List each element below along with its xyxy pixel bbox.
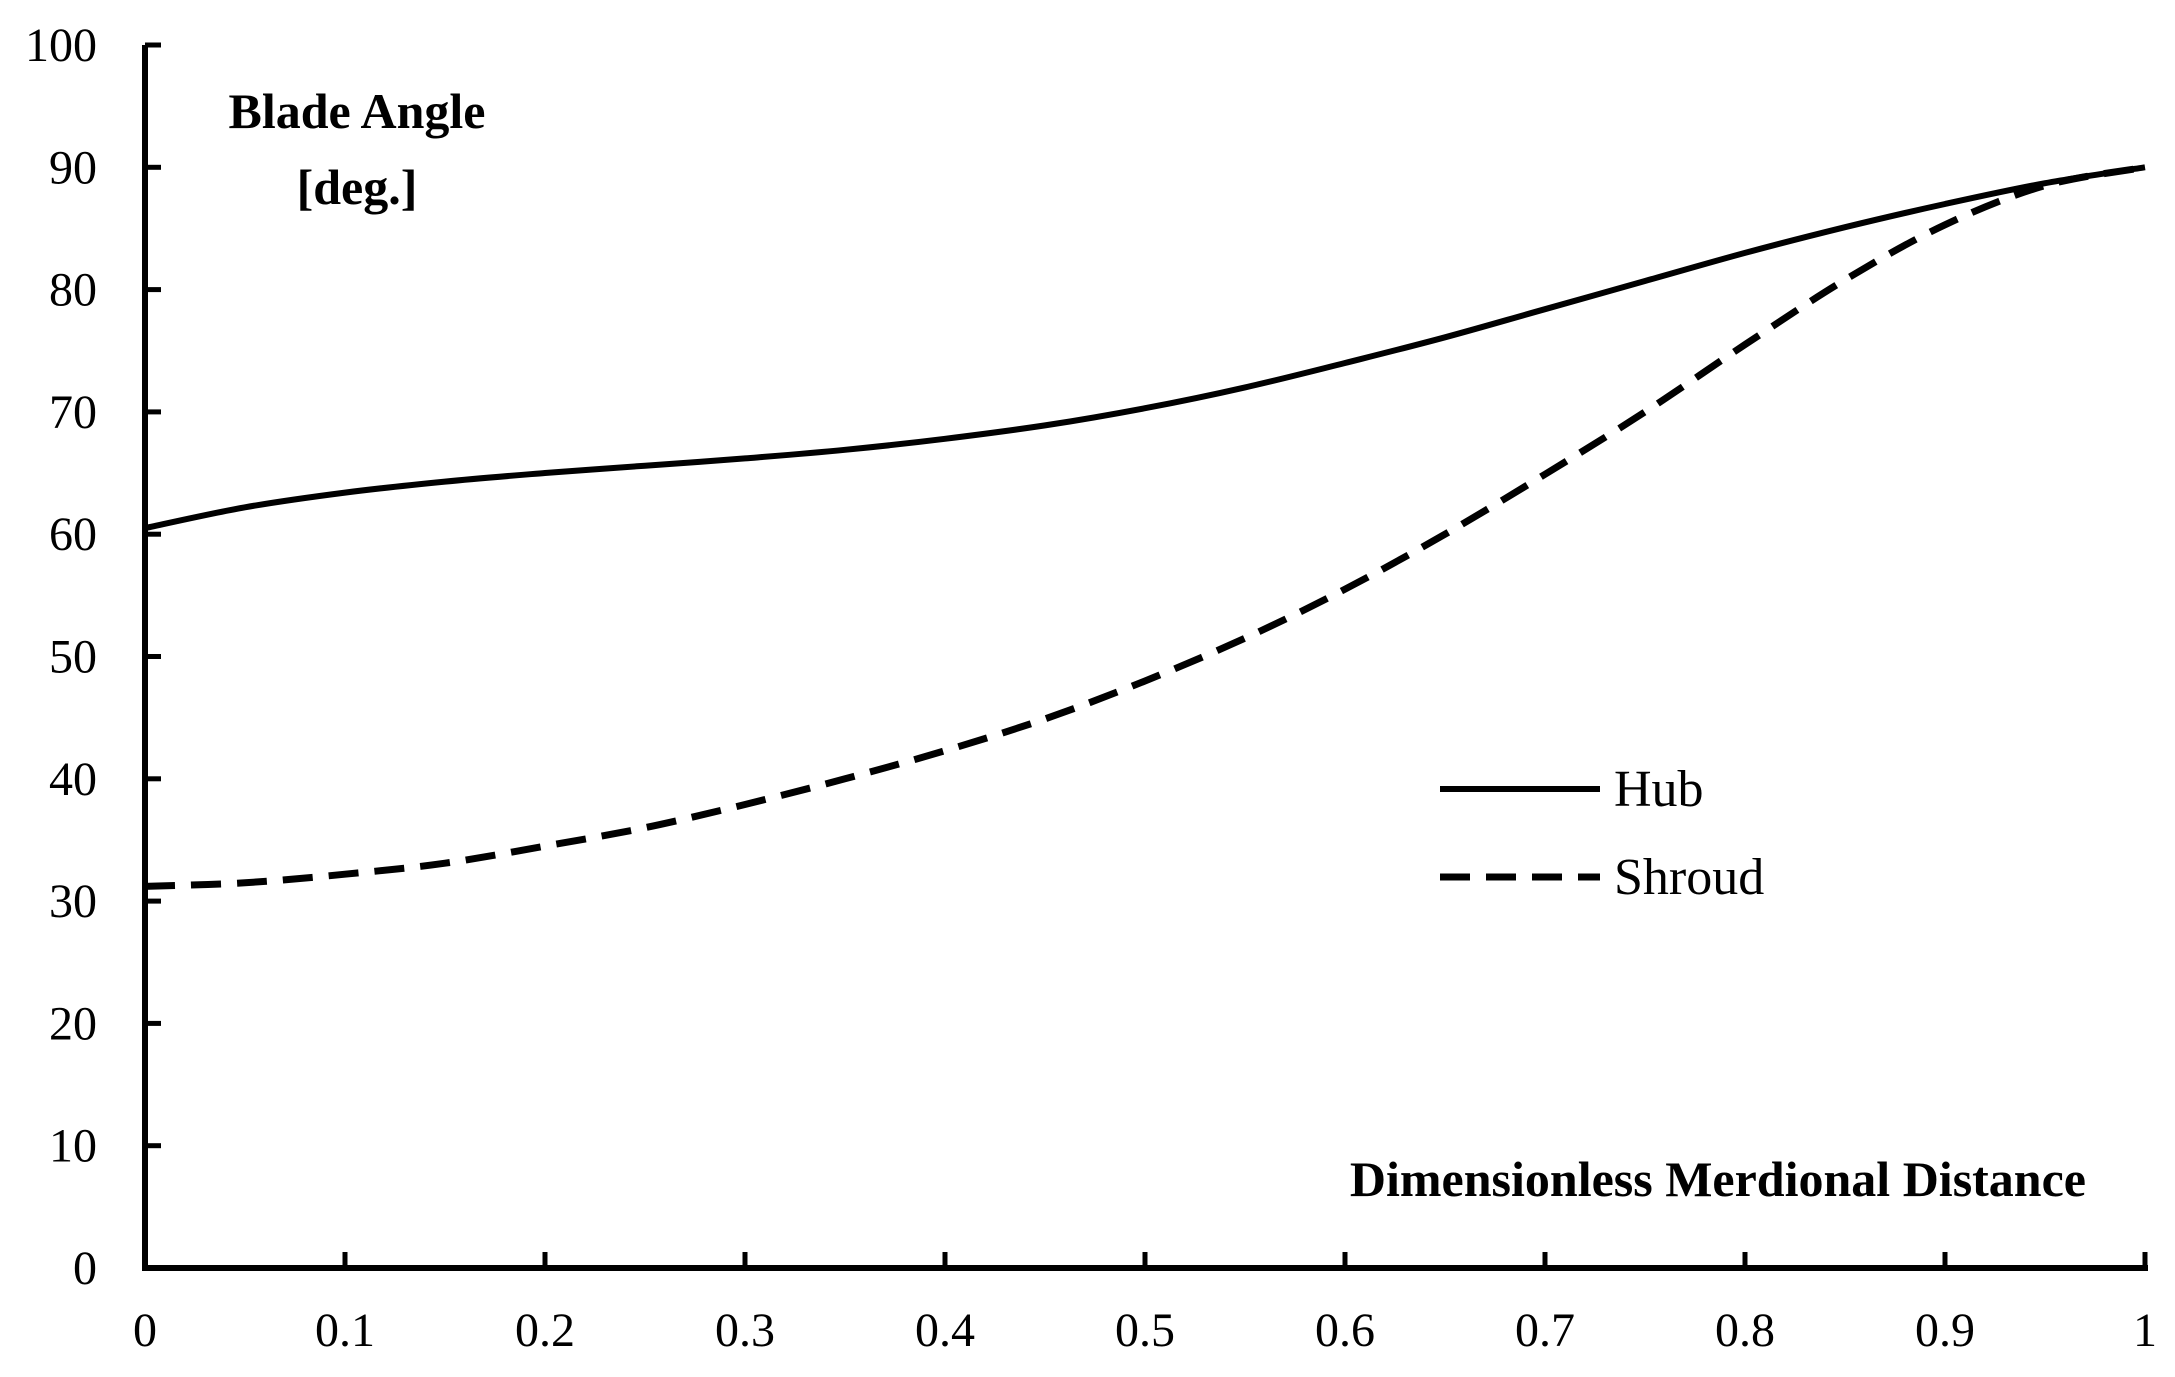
legend-shroud-label: Shroud xyxy=(1614,849,1764,906)
y-tick-label: 60 xyxy=(49,508,97,561)
y-tick-label: 80 xyxy=(49,264,97,317)
y-tick-label: 0 xyxy=(73,1242,97,1295)
y-tick-label: 90 xyxy=(49,141,97,194)
x-tick-label: 0.9 xyxy=(1915,1304,1975,1357)
y-axis-title-line2: [deg.] xyxy=(297,159,418,215)
y-tick-label: 50 xyxy=(49,631,97,684)
y-tick-label: 40 xyxy=(49,753,97,806)
x-tick-label: 0.6 xyxy=(1315,1304,1375,1357)
legend: Hub Shroud xyxy=(1440,761,1764,906)
tick-labels: 0 10 20 30 40 50 60 70 80 90 100 0 0.1 0.2 0.3 0.4 0.5 0.… xyxy=(25,19,2157,1357)
x-tick-label: 0.7 xyxy=(1515,1304,1575,1357)
x-tick-label: 0 xyxy=(133,1304,157,1357)
plot-lines xyxy=(144,163,2146,890)
ticks xyxy=(142,42,2148,1271)
legend-hub-label: Hub xyxy=(1614,761,1704,818)
y-tick-label: 10 xyxy=(49,1120,97,1173)
x-tick-label: 1 xyxy=(2133,1304,2157,1357)
series-line-shroud xyxy=(144,163,2146,890)
y-axis-title-line1: Blade Angle xyxy=(229,83,486,139)
x-axis-title: Dimensionless Merdional Distance xyxy=(1350,1151,2086,1207)
y-tick-label: 20 xyxy=(49,997,97,1050)
series-line-hub xyxy=(144,164,2146,532)
x-tick-label: 0.3 xyxy=(715,1304,775,1357)
y-tick-label: 70 xyxy=(49,386,97,439)
x-tick-label: 0.4 xyxy=(915,1304,975,1357)
x-tick-label: 0.5 xyxy=(1115,1304,1175,1357)
y-tick-label: 100 xyxy=(25,19,97,72)
x-tick-label: 0.8 xyxy=(1715,1304,1775,1357)
x-tick-label: 0.2 xyxy=(515,1304,575,1357)
y-tick-label: 30 xyxy=(49,875,97,928)
x-tick-label: 0.1 xyxy=(315,1304,375,1357)
